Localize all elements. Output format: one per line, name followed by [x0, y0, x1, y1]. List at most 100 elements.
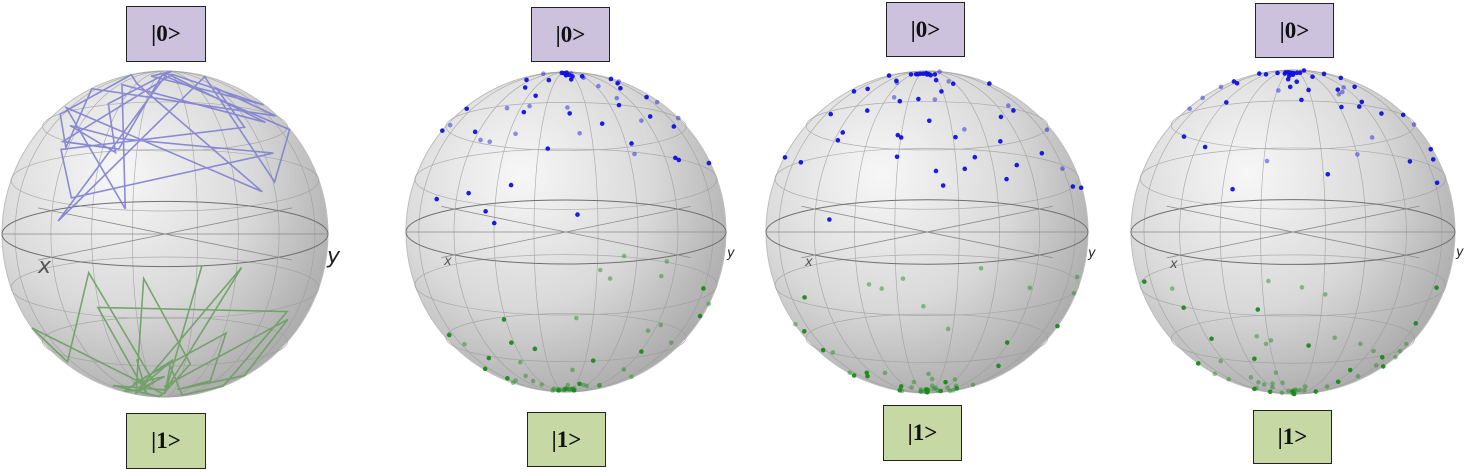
sphere-2-lower-point	[565, 382, 571, 388]
sphere-3-upper-point	[864, 108, 870, 113]
sphere-3-upper-point	[840, 130, 846, 135]
sphere-2-upper-point	[568, 77, 574, 82]
sphere-2-upper-point	[472, 129, 478, 135]
sphere-2-lower-point	[597, 382, 602, 388]
sphere-2-lower-point	[569, 387, 575, 392]
sphere-4-lower-point	[1280, 380, 1285, 386]
sphere-2-diag-line	[441, 206, 691, 258]
sphere-3-upper-point	[865, 86, 870, 92]
sphere-3-lower-point	[953, 383, 959, 388]
sphere-2-lower-point	[566, 386, 572, 392]
sphere-4-upper-point	[1200, 95, 1205, 101]
sphere-4-upper-point	[1230, 186, 1235, 192]
sphere-4-lower-point	[1256, 380, 1261, 385]
sphere-3: xy	[765, 69, 1096, 395]
sphere-2-lower-point	[556, 388, 561, 393]
sphere-4-upper-point	[1264, 158, 1270, 164]
sphere-3-bottom-state-label: |1>	[883, 405, 962, 461]
sphere-2-lower-point	[539, 382, 544, 387]
sphere-2-upper-point	[524, 77, 529, 83]
sphere-3-lower-point	[926, 371, 931, 377]
sphere-2-lower-point	[584, 383, 589, 389]
sphere-2-lower-point	[645, 328, 651, 333]
sphere-4-lower-point	[1267, 389, 1273, 395]
sphere-2-upper-point	[567, 111, 572, 116]
sphere-4-lower-point	[1254, 333, 1260, 339]
sphere-4-lower-point	[1290, 389, 1295, 395]
sphere-2-lower-point	[563, 386, 568, 392]
sphere-3-lower-point	[918, 389, 923, 394]
sphere-2-upper-point	[706, 160, 712, 166]
sphere-4-lower-point	[1397, 348, 1403, 354]
sphere-3-lower-point	[851, 373, 857, 378]
sphere-3-upper-point	[827, 217, 832, 222]
sphere-4-lower-point	[1263, 341, 1269, 347]
sphere-2-upper-point	[676, 157, 682, 163]
sphere-4-upper-point	[1294, 70, 1300, 76]
sphere-4-upper-point	[1256, 71, 1262, 76]
sphere-3-lower-point	[918, 387, 924, 392]
sphere-3-x-axis-label: x	[804, 255, 813, 270]
sphere-2-upper-point	[464, 106, 469, 112]
sphere-2-lower-point	[629, 374, 634, 380]
sphere-3-diag-line	[801, 205, 1053, 259]
sphere-2-lower-point	[639, 349, 644, 354]
sphere-4-upper-point	[1310, 74, 1315, 80]
sphere-3-lower-point	[923, 387, 928, 392]
sphere-3-upper-point	[962, 166, 968, 172]
sphere-4-lower-point	[1209, 336, 1214, 342]
sphere-1-top-state-label: |0>	[126, 6, 206, 62]
sphere-4-lower-point	[1270, 381, 1275, 386]
sphere-2-upper-point	[522, 85, 528, 90]
sphere-4-lower-point	[1358, 341, 1363, 347]
sphere-2-upper-point	[639, 118, 644, 123]
sphere-3-lower-point	[925, 389, 930, 395]
sphere-4-lower-point	[1332, 335, 1338, 341]
sphere-2-upper-point	[579, 73, 585, 79]
sphere-3-lower-point	[926, 387, 931, 393]
sphere-3-lower-point	[952, 377, 958, 382]
sphere-3-lower-point	[802, 295, 807, 300]
sphere-4-lower-point	[1335, 379, 1341, 385]
sphere-4-upper-point	[1276, 88, 1281, 93]
sphere-4-upper-point	[1340, 89, 1345, 95]
sphere-3-lower-point	[931, 386, 936, 392]
sphere-4-upper-point	[1339, 104, 1344, 110]
sphere-2-lower-point	[555, 386, 561, 392]
sphere-3-upper-point	[894, 80, 900, 86]
sphere-3-upper-point	[891, 95, 897, 100]
sphere-1-bottom-state-label: |1>	[126, 413, 206, 469]
sphere-3-lower-point	[864, 370, 870, 376]
sphere-2-upper-point	[565, 105, 570, 110]
sphere-3-upper-point	[908, 72, 914, 77]
sphere-4-lower-point	[1279, 390, 1285, 396]
sphere-4-lower-point	[1299, 285, 1305, 290]
sphere-3-lower-point	[945, 326, 951, 332]
sphere-2-lower-point	[572, 386, 577, 391]
sphere-4-lower-point	[1290, 388, 1296, 394]
sphere-2-lower-point	[706, 301, 712, 307]
sphere-2-upper-point	[575, 212, 580, 217]
sphere-2-lower-point	[551, 386, 557, 391]
sphere-2-lower-point	[567, 386, 573, 392]
sphere-4-lower-point	[1404, 341, 1409, 347]
sphere-4-upper-point	[1218, 84, 1224, 90]
sphere-2-upper-point	[599, 121, 605, 126]
sphere-3-upper-point	[894, 78, 899, 84]
sphere-4-lower-point	[1212, 371, 1218, 377]
sphere-2-lower-point	[557, 387, 563, 392]
sphere-4-upper-point	[1231, 79, 1237, 84]
sphere-2-y-axis-label: y	[726, 246, 735, 261]
sphere-4: xy	[1130, 68, 1464, 397]
sphere-3-upper-point	[886, 73, 892, 78]
sphere-4-upper-point	[1338, 75, 1344, 81]
sphere-1-x-axis-label: x	[37, 254, 52, 279]
sphere-2-lower-point	[596, 383, 602, 388]
sphere-1-diag-line	[37, 207, 293, 261]
sphere-3-upper-point	[998, 139, 1003, 144]
sphere-2-upper-point	[675, 115, 681, 121]
sphere-4-lower-point	[1268, 338, 1274, 343]
sphere-2-bottom-state-label: |1>	[527, 412, 606, 467]
sphere-3-lower-point	[918, 389, 924, 395]
sphere-3-lower-point	[1071, 290, 1077, 296]
